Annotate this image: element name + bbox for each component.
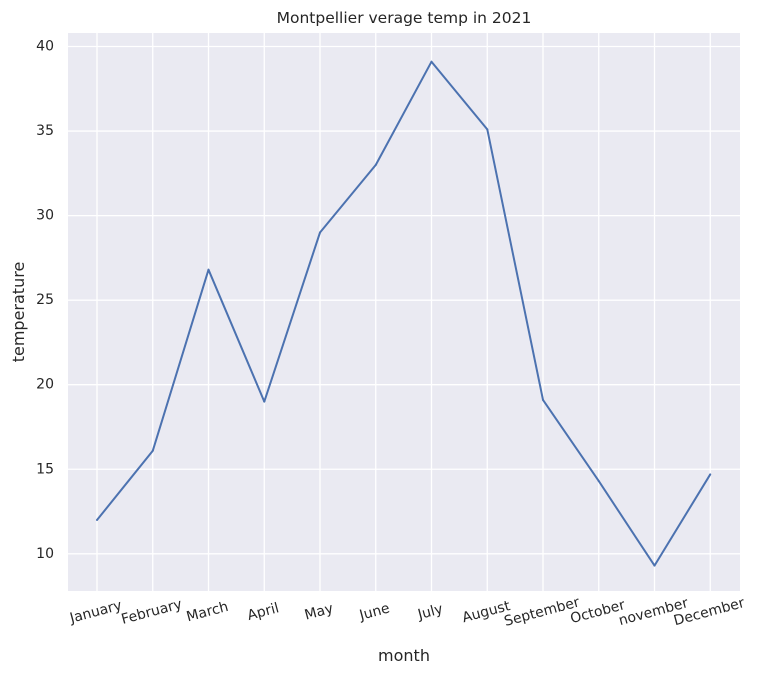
data-point: [709, 473, 712, 476]
x-tick-label: April: [246, 600, 281, 624]
data-point: [430, 60, 433, 63]
data-point: [263, 400, 266, 403]
y-tick-label: 25: [36, 292, 54, 308]
data-point: [542, 398, 544, 401]
x-tick-label: May: [303, 601, 335, 624]
data-point: [207, 268, 210, 271]
plot-area: [68, 33, 740, 591]
x-tick-label: July: [415, 601, 444, 623]
y-tick-label: 40: [36, 39, 54, 55]
chart-title: Montpellier verage temp in 2021: [277, 9, 532, 27]
y-tick-label: 15: [36, 461, 54, 477]
y-axis-label: temperature: [9, 262, 28, 363]
x-tick-label: January: [67, 598, 123, 627]
x-tick-label: March: [185, 599, 230, 626]
y-tick-labels: 10 15 20 25 30 35 40: [36, 39, 54, 562]
y-tick-label: 10: [36, 546, 54, 562]
data-point: [653, 564, 656, 567]
data-point: [597, 480, 600, 483]
series-line: [96, 60, 712, 567]
data-point: [96, 518, 98, 521]
data-point: [486, 128, 489, 131]
data-point: [319, 231, 321, 234]
x-axis-label: month: [378, 646, 430, 665]
data-point: [151, 449, 154, 452]
y-tick-label: 30: [36, 208, 54, 224]
x-tick-label: February: [120, 596, 184, 628]
series-layer: [96, 60, 712, 567]
x-tick-label: June: [357, 600, 392, 624]
y-tick-label: 20: [36, 377, 54, 393]
data-point: [374, 163, 377, 166]
y-tick-label: 35: [36, 123, 54, 139]
gridlines: [68, 33, 740, 591]
